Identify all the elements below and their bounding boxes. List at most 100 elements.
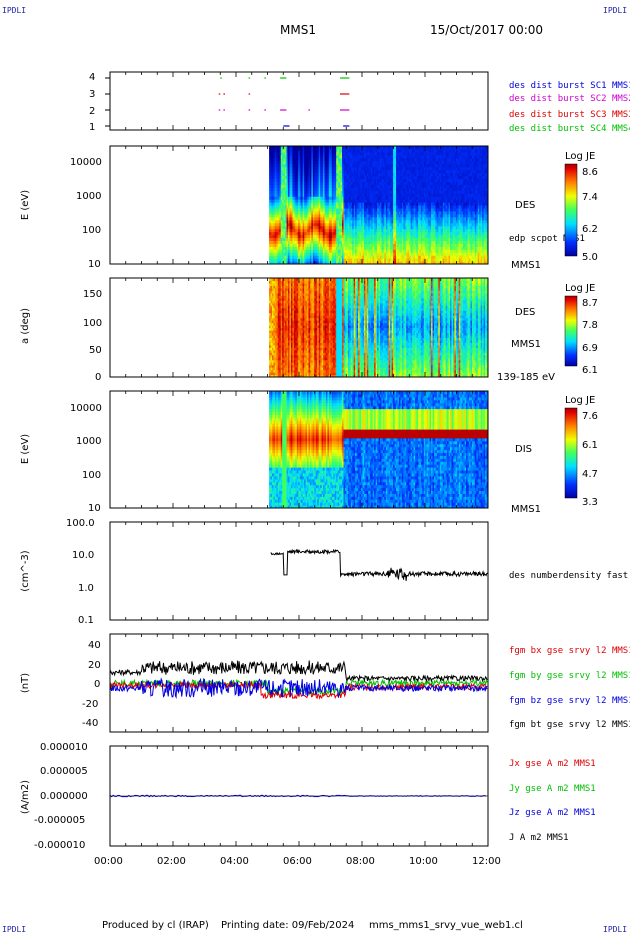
des-energy-cell — [378, 240, 381, 244]
des-energy-cell — [412, 157, 415, 162]
des-energy-cell — [270, 154, 273, 159]
des-energy-cell — [279, 199, 282, 203]
des-energy-cell — [363, 169, 367, 174]
des-energy-cell — [271, 151, 275, 156]
des-energy-cell — [314, 228, 317, 233]
des-energy-cell — [358, 196, 361, 200]
des-energy-cell — [286, 157, 289, 162]
des-energy-cell — [413, 234, 416, 239]
des-energy-cell — [417, 193, 421, 197]
des-energy-cell — [323, 261, 326, 264]
des-energy-cell — [366, 252, 369, 256]
des-energy-cell — [426, 166, 429, 171]
des-energy-cell — [398, 184, 402, 188]
des-energy-cell — [432, 228, 435, 233]
des-energy-cell — [321, 228, 324, 233]
des-energy-cell — [429, 249, 432, 253]
des-energy-cell — [290, 163, 294, 168]
des-energy-cell — [450, 240, 453, 244]
des-energy-cell — [375, 160, 378, 165]
des-energy-cell — [350, 210, 353, 215]
des-energy-cell — [433, 258, 437, 262]
des-energy-cell — [448, 190, 451, 194]
des-energy-cell — [311, 237, 314, 241]
des-energy-cell — [419, 246, 422, 250]
des-energy-cell — [403, 213, 406, 218]
des-energy-cell — [407, 240, 410, 244]
des-energy-cell — [438, 243, 441, 247]
des-energy-cell — [307, 148, 310, 153]
des-energy-cell — [350, 228, 353, 233]
des-energy-cell — [349, 190, 352, 194]
des-energy-cell — [269, 163, 272, 168]
des-energy-cell — [400, 193, 403, 197]
des-energy-cell — [352, 190, 355, 194]
des-energy-cell — [394, 222, 397, 227]
des-energy-cell — [277, 196, 280, 200]
des-energy-cell — [441, 255, 444, 259]
des-energy-cell — [299, 190, 302, 194]
des-energy-cell — [324, 246, 327, 250]
des-energy-cell — [333, 258, 336, 262]
des-energy-cell — [398, 146, 402, 150]
des-energy-cell — [285, 146, 288, 150]
des-energy-cell — [325, 190, 329, 194]
des-energy-cell — [378, 193, 381, 197]
des-energy-cell — [445, 252, 448, 256]
des-energy-cell — [330, 246, 333, 250]
des-energy-cell — [330, 146, 333, 150]
des-energy-cell — [429, 172, 432, 177]
des-energy-cell — [347, 160, 350, 165]
des-energy-cell — [299, 187, 302, 191]
des-energy-cell — [273, 216, 276, 221]
des-energy-cell — [327, 228, 330, 233]
des-energy-cell — [396, 154, 399, 159]
des-energy-cell — [415, 234, 418, 239]
des-energy-cell — [282, 151, 285, 156]
des-energy-cell — [337, 210, 340, 215]
des-energy-cell — [415, 157, 418, 162]
des-energy-cell — [393, 181, 396, 185]
des-energy-cell — [435, 181, 438, 185]
des-energy-cell — [317, 228, 320, 233]
des-energy-cell — [355, 237, 358, 241]
des-energy-cell — [438, 184, 441, 188]
des-energy-cell — [382, 261, 385, 264]
des-energy-cell — [314, 154, 317, 159]
des-energy-cell — [289, 196, 292, 200]
des-energy-cell — [299, 172, 302, 177]
des-energy-cell — [325, 172, 329, 177]
des-energy-cell — [393, 210, 396, 215]
des-energy-cell — [301, 216, 304, 221]
corner-label-br: IPDLI — [603, 925, 627, 934]
des-energy-cell — [295, 261, 298, 264]
des-energy-cell — [448, 261, 451, 264]
des-energy-cell — [448, 240, 451, 244]
des-energy-cell — [342, 184, 345, 188]
des-energy-cell — [277, 154, 280, 159]
des-energy-cell — [382, 207, 385, 212]
des-energy-cell — [355, 249, 358, 253]
des-energy-cell — [368, 234, 371, 239]
des-energy-cell — [365, 184, 368, 188]
des-energy-cell — [425, 249, 428, 253]
des-energy-cell — [350, 240, 353, 244]
des-energy-cell — [273, 169, 276, 174]
des-energy-cell — [372, 184, 375, 188]
des-energy-cell — [381, 240, 384, 244]
des-energy-cell — [336, 172, 339, 177]
des-energy-cell — [419, 207, 422, 212]
des-energy-cell — [298, 225, 301, 230]
des-energy-cell — [371, 184, 374, 188]
des-energy-cell — [366, 213, 369, 218]
des-energy-cell — [323, 219, 326, 224]
des-energy-cell — [295, 249, 298, 253]
des-energy-cell — [442, 196, 445, 200]
des-energy-cell — [432, 199, 435, 203]
des-energy-cell — [388, 169, 391, 174]
des-energy-cell — [320, 169, 323, 174]
des-energy-cell — [298, 181, 301, 185]
des-energy-cell — [277, 222, 280, 227]
des-energy-cell — [406, 172, 409, 177]
des-energy-cell — [435, 202, 438, 206]
